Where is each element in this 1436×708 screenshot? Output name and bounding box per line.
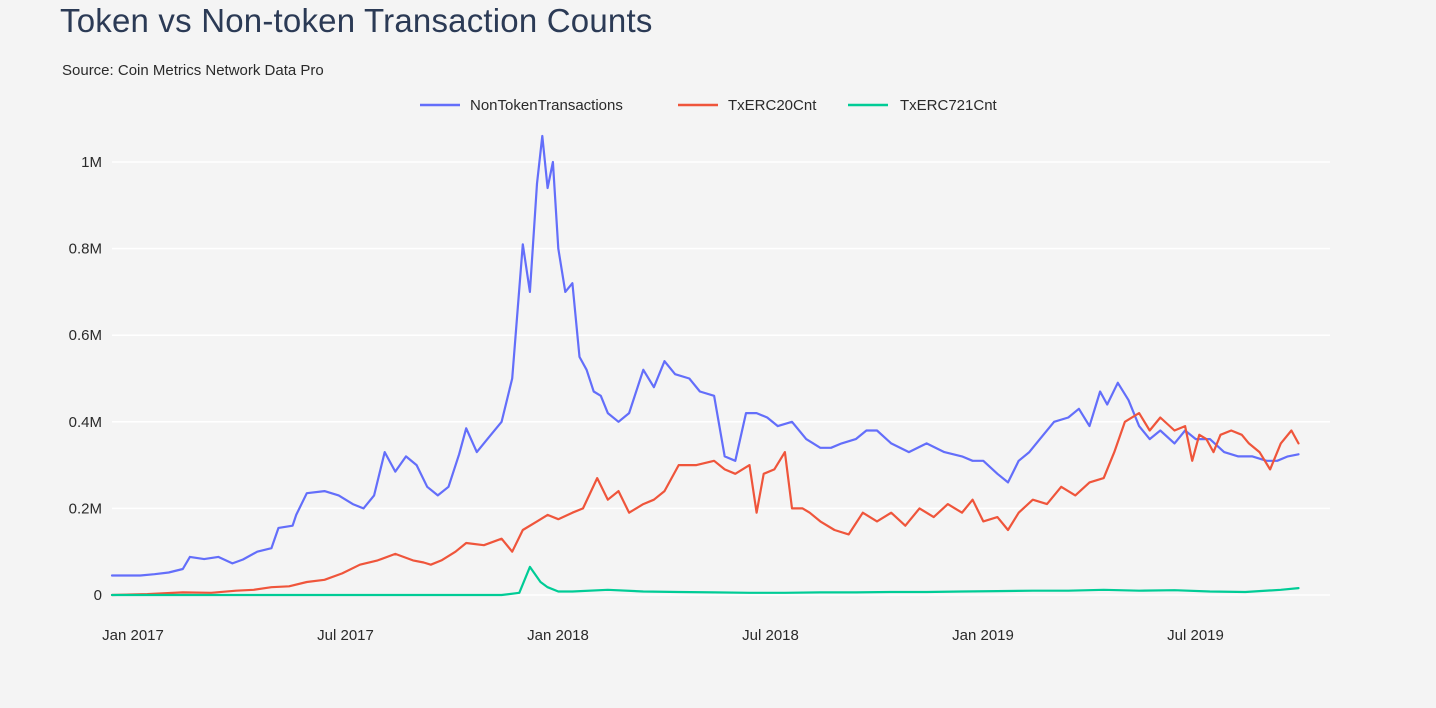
series-line-NonTokenTransactions[interactable] xyxy=(110,134,1300,577)
y-tick-label: 1M xyxy=(81,154,102,171)
x-axis-ticks: Jan 2017 Jul 2017 Jan 2018 Jul 2018 Jan 2019… xyxy=(102,627,1224,644)
y-tick-label: 0.6M xyxy=(69,327,102,344)
grid-lines xyxy=(112,161,1330,596)
legend-item-NonTokenTransactions[interactable]: NonTokenTransactions xyxy=(420,97,623,114)
x-tick-label: Jan 2017 xyxy=(102,627,164,644)
x-tick-label: Jul 2019 xyxy=(1167,627,1224,644)
y-tick-label: 0.2M xyxy=(69,500,102,517)
legend-label: TxERC721Cnt xyxy=(900,97,998,114)
legend[interactable]: NonTokenTransactions TxERC20Cnt TxERC721Cn… xyxy=(420,97,998,114)
series-line-TxERC20Cnt[interactable] xyxy=(110,412,1300,597)
x-tick-label: Jul 2017 xyxy=(317,627,374,644)
x-tick-label: Jul 2018 xyxy=(742,627,799,644)
series-line-TxERC721Cnt[interactable] xyxy=(110,565,1300,597)
y-tick-label: 0.4M xyxy=(69,414,102,431)
y-tick-label: 0 xyxy=(94,587,102,604)
y-tick-label: 0.8M xyxy=(69,241,102,258)
chart-subtitle: Source: Coin Metrics Network Data Pro xyxy=(62,62,324,79)
x-tick-label: Jan 2018 xyxy=(527,627,589,644)
legend-item-TxERC20Cnt[interactable]: TxERC20Cnt xyxy=(678,97,817,114)
page-title: Token vs Non-token Transaction Counts xyxy=(60,2,653,39)
y-axis-ticks: 0 0.2M 0.4M 0.6M 0.8M 1M xyxy=(69,154,102,604)
series-lines[interactable] xyxy=(110,134,1300,597)
legend-label: TxERC20Cnt xyxy=(728,97,817,114)
legend-item-TxERC721Cnt[interactable]: TxERC721Cnt xyxy=(848,97,998,114)
legend-label: NonTokenTransactions xyxy=(470,97,623,114)
x-tick-label: Jan 2019 xyxy=(952,627,1014,644)
